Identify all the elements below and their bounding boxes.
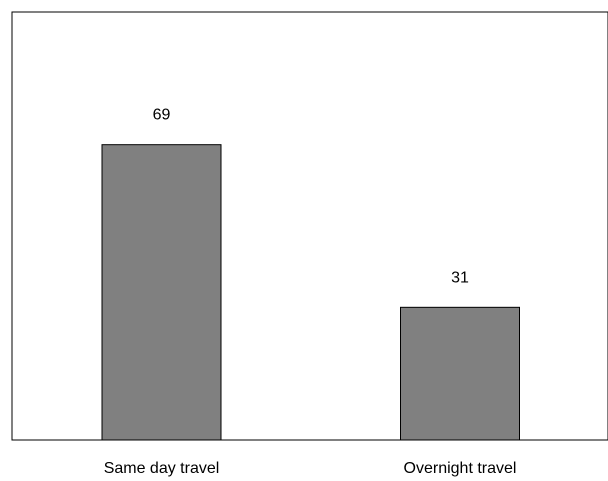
x-tick-label-0: Same day travel (104, 460, 220, 477)
x-tick-label-1: Overnight travel (404, 460, 517, 477)
tick-labels-group: Same day travel Overnight travel (104, 460, 517, 477)
data-labels-group: 69 31 (153, 107, 469, 287)
data-label-0: 69 (153, 107, 171, 124)
bars-group (101, 144, 520, 441)
data-label-1: 31 (451, 269, 469, 286)
bar-0 (101, 144, 222, 441)
bar-1 (400, 306, 520, 441)
